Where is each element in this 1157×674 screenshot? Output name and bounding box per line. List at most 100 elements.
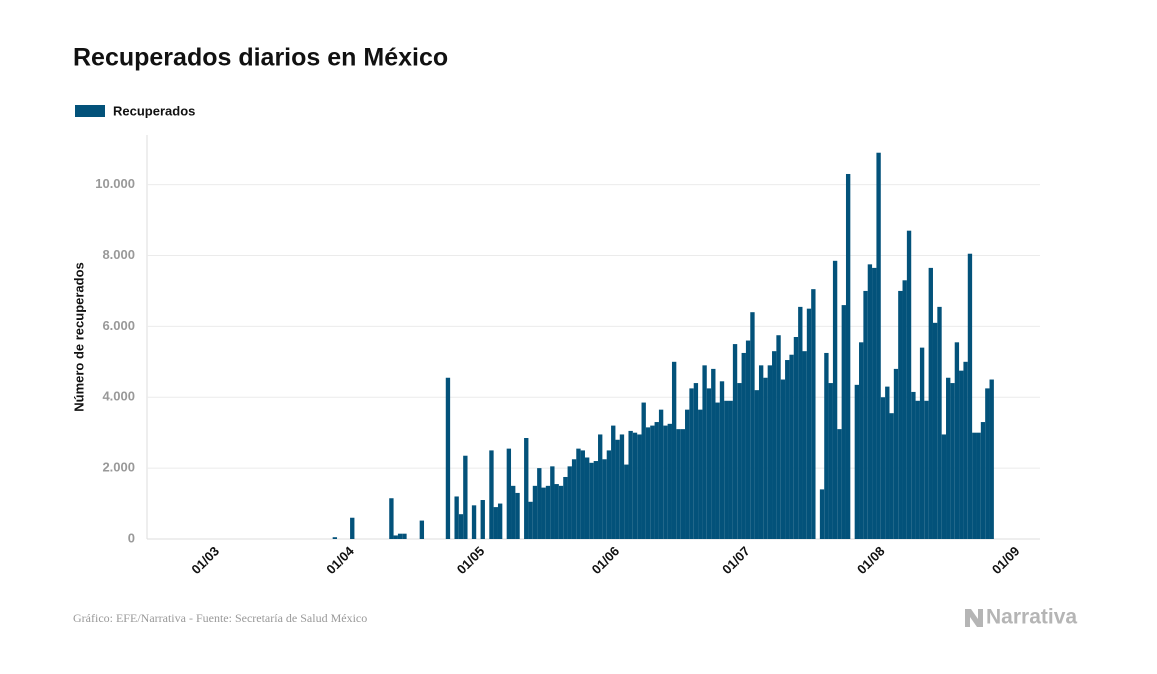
bar [584,457,590,539]
bar [663,425,668,539]
bar [732,344,738,539]
bar [619,434,625,539]
y-tick-label: 6.000 [102,318,135,333]
bar [685,409,690,539]
bar [902,280,907,539]
bar [497,503,503,539]
bar [471,505,477,539]
source: Gráfico: EFE/Narrativa - Fuente: Secreta… [73,611,367,625]
y-tick-label: 8.000 [102,247,135,262]
bar [641,402,646,539]
bar [680,429,686,539]
bar [824,352,829,539]
bar [806,308,812,539]
bar [711,368,716,539]
bar [445,377,451,539]
bar [867,264,873,539]
bar [624,464,629,539]
bar [676,429,681,539]
bar [332,537,338,539]
legend-label: Recuperados [113,103,195,118]
bar [889,413,894,539]
bar [754,390,759,539]
bar [745,340,751,539]
bar [698,409,703,539]
bar [798,306,803,539]
bar [393,535,398,539]
bar [563,476,568,539]
bar [911,391,916,539]
bar [715,402,720,539]
bar [946,377,951,539]
chart-title: Recuperados diarios en México [73,44,448,72]
bar [963,361,968,539]
bar [780,379,786,539]
y-tick-label: 2.000 [102,460,135,475]
bar [837,429,842,539]
bar [576,448,581,539]
bar [845,173,851,539]
bar [489,450,494,539]
bar [689,388,694,539]
bar [397,533,403,539]
bar [515,492,520,539]
bar [928,267,933,539]
bar [706,388,712,539]
bar [611,425,616,539]
bar [724,400,729,539]
bar [719,381,725,539]
bar [728,400,733,539]
bar [980,422,986,539]
bar [580,450,585,539]
bar [545,485,551,539]
bar [645,427,651,539]
bar [615,439,620,539]
y-tick-label: 4.000 [102,389,135,404]
bar [541,487,546,539]
bar [493,507,498,539]
bar [693,383,699,539]
bar [402,533,407,539]
bar [602,459,607,539]
bar [967,253,973,539]
bar [772,351,777,539]
bar [954,342,960,539]
bar [589,462,594,539]
bar [841,305,846,539]
bar [554,484,559,539]
bar [976,432,981,539]
bar [571,459,577,539]
bar [893,368,899,539]
bar [789,354,794,539]
bar [702,365,707,539]
logo-icon [965,609,983,627]
bar [758,365,764,539]
bar [524,438,529,539]
bar [972,432,977,539]
bar [885,386,890,539]
bar [898,290,903,539]
bar [819,489,825,539]
bar [832,260,838,539]
y-tick-label: 0 [128,530,135,545]
bar [785,360,790,539]
bar [989,379,994,539]
bar [606,450,612,539]
bar [593,461,599,539]
legend-swatch [75,105,105,117]
bar [950,383,955,539]
bar [863,290,868,539]
bar [350,517,355,539]
logo: Narrativa [986,606,1077,629]
bar [537,468,542,539]
bar [985,388,990,539]
bar [932,322,938,539]
bar [480,500,485,539]
bar [763,377,768,539]
bar [598,434,603,539]
bar [802,351,807,539]
y-tick-label: 10.000 [95,176,135,191]
bar [915,400,920,539]
bar [463,455,468,539]
bar [454,496,459,539]
